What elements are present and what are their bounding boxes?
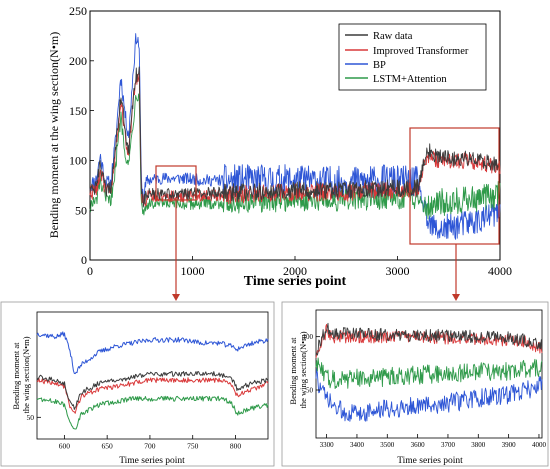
inset-left-x-tick-label-600: 600 (59, 442, 71, 451)
legend-label-bp: BP (373, 60, 386, 71)
inset-left-series-group (36, 331, 269, 430)
legend-label-improved-transformer: Improved Transformer (373, 46, 469, 57)
inset-left-series-bp (36, 331, 269, 375)
zoom-connectors (172, 200, 460, 301)
main-chart: 0 1000 2000 3000 4000 0 50 100 150 200 250 Time se… (47, 4, 512, 289)
zoom-box-right (409, 127, 500, 245)
inset-right: 3300 3400 3500 3600 3700 3800 3900 4000 50 100 Ti… (281, 301, 549, 467)
inset-left-plot-frame (36, 311, 269, 440)
inset-left-x-tick-label-750: 750 (187, 442, 199, 451)
main-x-tick-label-1000: 1000 (181, 264, 205, 278)
main-x-axis-label: Time series point (244, 274, 347, 289)
main-axes: 0 1000 2000 3000 4000 0 50 100 150 200 250 (69, 4, 512, 278)
inset-left-y-tick-label-50: 50 (27, 413, 35, 422)
inset-right-y-tick-label-100: 100 (303, 333, 314, 341)
inset-right-x-tick-label-3500: 3500 (380, 441, 395, 449)
main-y-tick-label-50: 50 (75, 203, 87, 217)
inset-left-series-improved-transformer (36, 377, 269, 414)
connector-left-arrowhead (172, 294, 180, 301)
main-y-tick-label-200: 200 (69, 54, 87, 68)
legend: Raw data Improved Transformer BP LSTM+At… (338, 23, 487, 91)
inset-left: 600 650 700 750 800 50 Time series point Bend… (0, 301, 275, 467)
inset-left-axes: 600 650 700 750 800 50 (27, 413, 242, 451)
inset-right-y-axis-label: Bending moment at the wing section(N•m) (288, 331, 308, 408)
inset-right-x-axis-label: Time series point (397, 456, 463, 466)
legend-label-raw: Raw data (373, 31, 413, 42)
inset-right-y-axis-label-line2: the wing section(N•m) (298, 331, 308, 408)
main-x-tick-label-4000: 4000 (488, 264, 512, 278)
inset-right-panel (281, 301, 549, 467)
main-y-tick-label-100: 100 (69, 154, 87, 168)
inset-right-series-group (315, 322, 543, 422)
inset-right-x-tick-label-3300: 3300 (320, 441, 335, 449)
legend-label-lstm-attention: LSTM+Attention (373, 74, 447, 85)
inset-right-x-tick-label-3700: 3700 (441, 441, 456, 449)
main-x-tick-label-0: 0 (87, 264, 93, 278)
inset-right-series-bp (315, 368, 543, 422)
inset-right-series-lstm-attention (315, 357, 543, 390)
inset-right-x-tick-label-3900: 3900 (502, 441, 517, 449)
inset-right-y-tick-label-50: 50 (306, 386, 314, 394)
inset-right-x-tick-label-4000: 4000 (532, 441, 547, 449)
inset-right-x-tick-label-3600: 3600 (411, 441, 426, 449)
main-y-tick-label-0: 0 (81, 253, 87, 267)
main-x-tick-label-3000: 3000 (386, 264, 410, 278)
inset-left-x-tick-label-650: 650 (102, 442, 114, 451)
connector-right-arrowhead (452, 294, 460, 301)
main-y-tick-label-150: 150 (69, 104, 87, 118)
inset-left-y-axis-label-line2: the wing section(N•m) (21, 336, 31, 413)
inset-right-y-axis-label-line1: Bending moment at (288, 337, 298, 405)
inset-right-x-tick-label-3400: 3400 (350, 441, 365, 449)
main-y-tick-label-250: 250 (69, 4, 87, 18)
inset-left-series-lstm-attention (36, 395, 269, 430)
inset-left-series-raw (36, 371, 269, 410)
inset-right-axes: 3300 3400 3500 3600 3700 3800 3900 4000 50 100 (303, 333, 547, 449)
inset-left-x-tick-label-800: 800 (230, 442, 242, 451)
main-series-raw (89, 66, 501, 208)
inset-right-x-tick-label-3800: 3800 (471, 441, 486, 449)
inset-left-x-axis-label: Time series point (119, 456, 185, 466)
main-x-tick-label-2000: 2000 (283, 264, 307, 278)
inset-left-y-axis-label-line1: Bending moment at (11, 342, 21, 410)
main-y-axis-label: Bending moment at the wing section(N•m) (47, 32, 61, 239)
inset-left-x-tick-label-700: 700 (144, 442, 156, 451)
inset-right-series-raw (315, 322, 543, 356)
inset-left-y-axis-label: Bending moment at the wing section(N•m) (11, 336, 31, 413)
